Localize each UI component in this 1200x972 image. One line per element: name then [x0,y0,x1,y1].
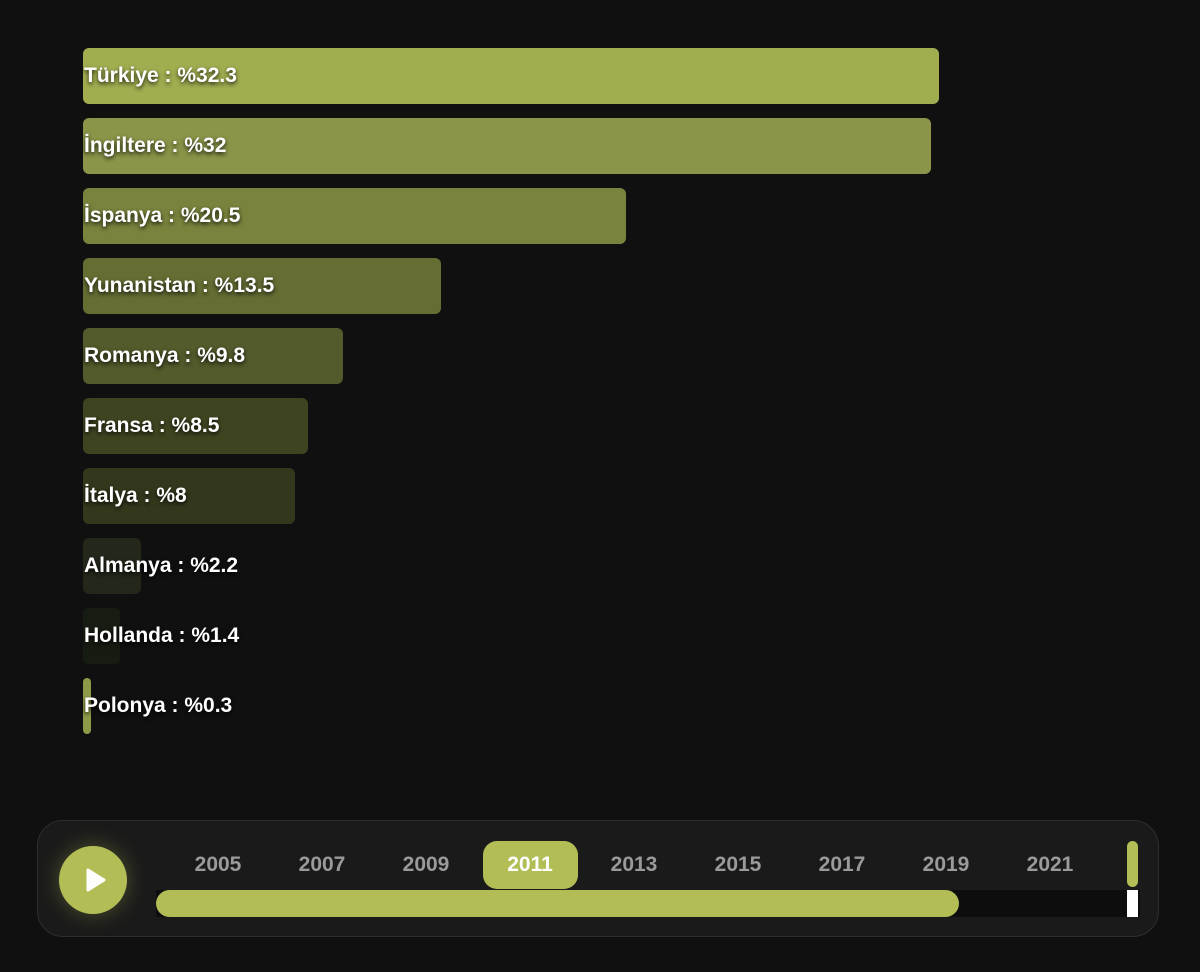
year-tab-2013[interactable]: 2013 [610,853,658,876]
year-tab-2007[interactable]: 2007 [298,853,346,876]
end-handle[interactable] [1127,890,1138,917]
bar [83,678,91,734]
bar-label: İngiltere : %32 [84,134,227,157]
bar [83,398,309,454]
year-tab-2017[interactable]: 2017 [818,853,866,876]
play-icon [86,868,106,892]
year-tab-2005[interactable]: 2005 [194,853,242,876]
play-button[interactable] [59,846,127,914]
bar [83,258,441,314]
bar [83,468,295,524]
year-tab-2015[interactable]: 2015 [714,853,762,876]
bar [83,118,932,174]
progress-fill [156,890,959,917]
bar-label: İtalya : %8 [84,484,187,507]
bar-label: Türkiye : %32.3 [84,64,237,87]
bar [83,328,343,384]
bar-label: Almanya : %2.2 [84,554,239,577]
bar [83,188,627,244]
year-tab-2011[interactable]: 2011 [482,841,578,889]
year-tab-2009[interactable]: 2009 [402,853,450,876]
year-tab-2021[interactable]: 2021 [1026,853,1074,876]
bar-label: Hollanda : %1.4 [84,624,240,647]
bar-label: İspanya : %20.5 [84,204,241,227]
year-tab-2019[interactable]: 2019 [922,853,970,876]
bar-chart: Türkiye : %32.3 İngiltere : %32 İspanya : … [83,48,939,734]
end-marker [1127,841,1138,887]
progress-track[interactable] [156,890,1140,917]
bar-label: Yunanistan : %13.5 [84,274,275,297]
bar [83,608,121,664]
bar-label: Romanya : %9.8 [84,344,246,367]
timeline-panel: 2005 2007 2009 2011 2013 2015 2017 2019 2021 [37,820,1159,937]
bar [83,48,939,104]
bar-label: Fransa : %8.5 [84,414,220,437]
bar-label: Polonya : %0.3 [84,694,233,717]
bar [83,538,142,594]
